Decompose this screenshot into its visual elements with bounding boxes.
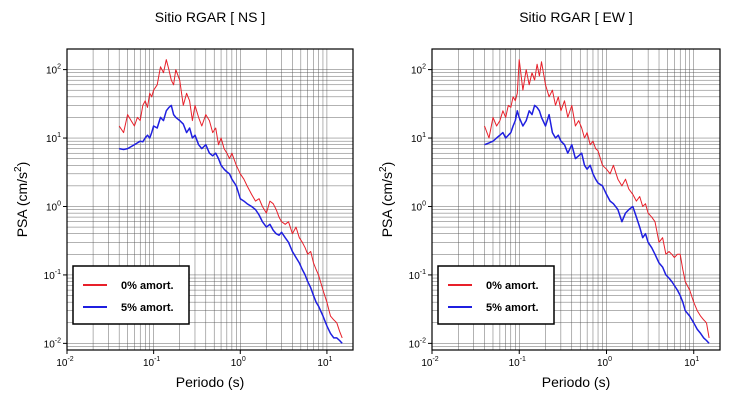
tick-exp: 2 [422, 64, 426, 71]
series-line-amort-5 [484, 104, 710, 344]
tick-base: 10 [421, 358, 433, 369]
tick-base: 10 [317, 358, 329, 369]
series-line-amort-5 [119, 104, 343, 344]
tick-exp: -2 [420, 337, 426, 344]
series-line-amort-0 [118, 59, 343, 339]
tick-exp: 1 [695, 356, 699, 363]
tick-exp: 0 [242, 356, 246, 363]
y-label-text: PSA (cm/s [379, 172, 395, 237]
x-tick-label: 101 [684, 356, 699, 369]
x-axis-label: Periodo (s) [542, 374, 610, 390]
plot-frame [66, 48, 354, 351]
y-tick-label: 10-1 [409, 269, 426, 282]
tick-exp: 1 [422, 132, 426, 139]
chart-title: Sitio RGAR [ EW ] [519, 9, 633, 25]
legend: 0% amort. 5% amort. [72, 265, 190, 325]
x-tick-label: 100 [231, 356, 246, 369]
tick-base: 10 [46, 66, 58, 77]
legend-label-amort-5: 5% amort. [121, 302, 174, 314]
tick-base: 10 [46, 202, 58, 213]
y-label-end: ) [14, 162, 30, 167]
tick-exp: 1 [329, 356, 333, 363]
y-label-text: PSA (cm/s [14, 172, 30, 237]
y-tick-label: 101 [46, 132, 61, 145]
tick-exp: -2 [67, 356, 73, 363]
y-label-end: ) [379, 162, 395, 167]
tick-exp: -2 [432, 356, 438, 363]
tick-exp: -1 [55, 269, 61, 276]
tick-exp: 1 [57, 132, 61, 139]
x-tick-label: 101 [317, 356, 332, 369]
y-axis-label: PSA (cm/s2) [13, 162, 30, 238]
tick-exp: -2 [55, 337, 61, 344]
x-tick-label: 100 [597, 356, 612, 369]
tick-base: 10 [44, 271, 56, 282]
legend: 0% amort. 5% amort. [437, 265, 555, 325]
y-tick-label: 101 [411, 132, 426, 145]
y-tick-label: 100 [46, 200, 61, 213]
tick-base: 10 [143, 358, 155, 369]
plot-frame [431, 48, 721, 351]
tick-base: 10 [509, 358, 521, 369]
y-tick-label: 102 [411, 64, 426, 77]
tick-base: 10 [46, 134, 58, 145]
y-tick-label: 10-1 [44, 269, 61, 282]
tick-exp: 0 [422, 200, 426, 207]
tick-base: 10 [409, 271, 421, 282]
tick-base: 10 [684, 358, 696, 369]
tick-base: 10 [411, 66, 423, 77]
tick-exp: 0 [57, 200, 61, 207]
tick-exp: 2 [57, 64, 61, 71]
legend-label-amort-5: 5% amort. [486, 302, 539, 314]
legend-box [72, 265, 190, 325]
y-tick-label: 102 [46, 64, 61, 77]
x-tick-label: 10-2 [56, 356, 73, 369]
y-tick-label: 10-2 [409, 337, 426, 350]
legend-label-amort-0: 0% amort. [121, 280, 174, 292]
y-label-sup: 2 [378, 166, 389, 172]
x-tick-label: 10-1 [143, 356, 160, 369]
tick-base: 10 [56, 358, 68, 369]
tick-exp: -1 [154, 356, 160, 363]
tick-base: 10 [44, 339, 56, 350]
x-tick-label: 10-1 [509, 356, 526, 369]
x-tick-label: 10-2 [421, 356, 438, 369]
y-label-sup: 2 [13, 166, 24, 172]
tick-base: 10 [411, 202, 423, 213]
y-tick-label: 10-2 [44, 337, 61, 350]
tick-exp: 0 [608, 356, 612, 363]
tick-exp: -1 [420, 269, 426, 276]
tick-exp: -1 [520, 356, 526, 363]
tick-base: 10 [231, 358, 243, 369]
tick-base: 10 [409, 339, 421, 350]
tick-base: 10 [597, 358, 609, 369]
chart-title: Sitio RGAR [ NS ] [155, 9, 265, 25]
y-tick-label: 100 [411, 200, 426, 213]
tick-base: 10 [411, 134, 423, 145]
series-line-amort-0 [484, 59, 710, 338]
x-axis-label: Periodo (s) [176, 374, 244, 390]
legend-box [437, 265, 555, 325]
y-axis-label: PSA (cm/s2) [378, 162, 395, 238]
legend-label-amort-0: 0% amort. [486, 280, 539, 292]
